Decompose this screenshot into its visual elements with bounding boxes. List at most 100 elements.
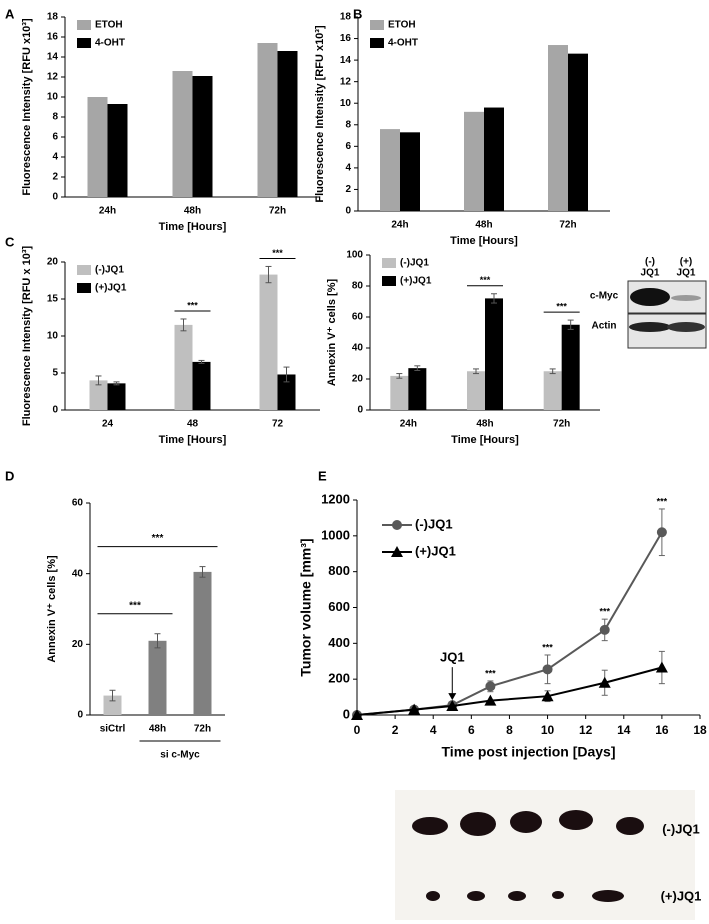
bar xyxy=(568,53,588,212)
marker xyxy=(655,661,668,673)
annotation-arrowhead xyxy=(448,693,457,701)
y-tick-label: 8 xyxy=(345,119,351,130)
bar xyxy=(543,371,562,410)
legend-swatch xyxy=(370,20,384,30)
marker xyxy=(599,624,610,635)
marker xyxy=(408,703,421,715)
bar xyxy=(259,274,278,410)
group-label: (-)JQ1 xyxy=(662,821,700,836)
tumor xyxy=(460,812,496,836)
comparison-label: *** xyxy=(152,533,164,544)
x-tick-label: 10 xyxy=(541,723,555,737)
group-label: (+)JQ1 xyxy=(661,888,702,903)
tumor xyxy=(467,891,485,901)
tumor xyxy=(510,811,542,833)
bar xyxy=(277,374,296,410)
y-tick-label: 14 xyxy=(47,52,59,63)
y-tick-label: 10 xyxy=(47,92,59,103)
marker xyxy=(446,700,459,712)
x-tick-label: 72 xyxy=(272,419,284,430)
legend-label: (+)JQ1 xyxy=(415,543,456,558)
marker xyxy=(541,690,554,702)
y-axis-label: Tumor volume [mm³] xyxy=(298,538,314,676)
error-bar xyxy=(154,633,161,649)
bar xyxy=(174,324,193,410)
legend-label: ETOH xyxy=(95,20,123,31)
x-tick-label: 8 xyxy=(506,723,513,737)
legend-label: 4-OHT xyxy=(95,38,125,49)
y-tick-label: 8 xyxy=(52,112,58,123)
lane-label: (-) xyxy=(645,257,655,268)
panel-letter: A xyxy=(5,6,15,21)
panel-letter: B xyxy=(353,6,362,21)
error-bar xyxy=(199,566,206,578)
y-tick-label: 16 xyxy=(47,32,59,43)
marker xyxy=(392,520,402,530)
bar xyxy=(192,361,211,410)
legend-swatch xyxy=(77,20,91,30)
error-bar xyxy=(549,368,556,375)
x-tick-label: 24h xyxy=(391,220,408,231)
y-tick-label: 12 xyxy=(47,72,59,83)
y-tick-label: 0 xyxy=(52,192,58,203)
y-tick-label: 16 xyxy=(340,33,352,44)
y-tick-label: 12 xyxy=(340,76,352,87)
y-tick-label: 800 xyxy=(328,563,350,578)
marker xyxy=(391,546,403,557)
error-bar xyxy=(414,365,421,371)
error-bar xyxy=(113,381,120,386)
y-axis-label: Fluorescence Intensity [RFU x10³] xyxy=(314,25,326,203)
tumor xyxy=(592,890,624,902)
x-axis-label: Time [Hours] xyxy=(159,434,227,446)
x-tick-label: siCtrl xyxy=(100,724,126,735)
bar xyxy=(192,76,213,197)
legend-label: (-)JQ1 xyxy=(95,265,124,276)
y-tick-label: 10 xyxy=(47,331,59,342)
x-tick-label: 6 xyxy=(468,723,475,737)
blot-band xyxy=(630,288,670,306)
legend-label: 4-OHT xyxy=(388,38,418,49)
y-axis-label: Fluorescence Intensity [RFU x10³] xyxy=(21,18,33,196)
x-tick-label: 4 xyxy=(430,723,437,737)
x-tick-label: 24 xyxy=(102,419,114,430)
bar xyxy=(107,383,126,410)
y-tick-label: 18 xyxy=(340,12,352,23)
x-tick-label: 18 xyxy=(693,723,707,737)
y-axis-label: Fluorescence Intensity [RFU x 10³] xyxy=(21,246,33,427)
significance-label: *** xyxy=(657,496,668,506)
tumor xyxy=(616,817,644,835)
tumor xyxy=(552,891,564,899)
y-tick-label: 4 xyxy=(52,152,58,163)
y-tick-label: 6 xyxy=(52,132,58,143)
lane-label: JQ1 xyxy=(641,268,660,279)
x-tick-label: 48h xyxy=(476,419,493,430)
row-label: c-Myc xyxy=(590,291,619,302)
error-bar xyxy=(198,359,205,364)
y-tick-label: 60 xyxy=(72,498,84,509)
bar xyxy=(485,298,503,410)
legend-swatch xyxy=(382,276,396,286)
y-tick-label: 40 xyxy=(72,568,84,579)
significance-label: *** xyxy=(542,642,553,652)
error-bar xyxy=(283,366,290,383)
x-tick-label: 72h xyxy=(194,724,211,735)
bar xyxy=(464,111,484,211)
y-tick-label: 18 xyxy=(47,12,59,23)
row-label: Actin xyxy=(592,321,617,332)
error-bar xyxy=(95,375,102,386)
y-tick-label: 10 xyxy=(340,98,352,109)
tumor xyxy=(508,891,526,901)
y-tick-label: 4 xyxy=(345,163,351,174)
significance-label: *** xyxy=(272,248,283,258)
tumor xyxy=(412,817,448,835)
legend-label: (-)JQ1 xyxy=(415,516,453,531)
error-bar xyxy=(567,319,574,330)
significance-label: *** xyxy=(599,607,610,617)
error-bar xyxy=(491,293,497,304)
x-tick-label: 48h xyxy=(475,220,492,231)
lane-label: JQ1 xyxy=(677,268,696,279)
blot-band xyxy=(629,322,671,332)
lane-label: (+) xyxy=(680,257,693,268)
legend-label: (+)JQ1 xyxy=(95,283,127,294)
y-tick-label: 60 xyxy=(352,312,364,323)
